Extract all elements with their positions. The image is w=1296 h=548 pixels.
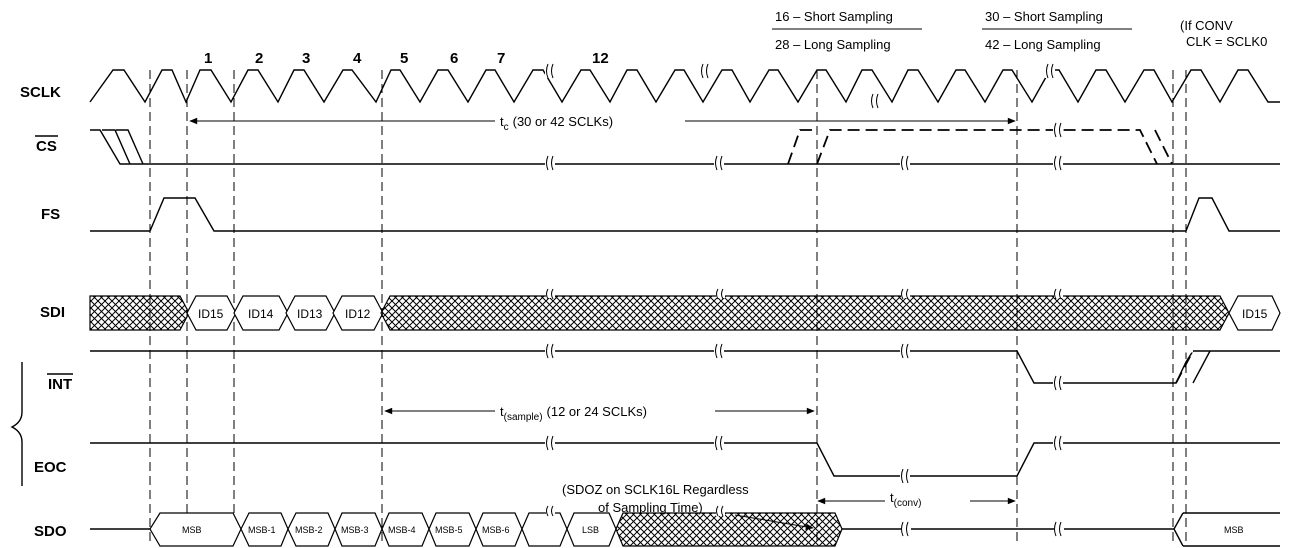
eoc-waveform: [90, 442, 1280, 477]
sdi-word: ID13: [297, 307, 323, 321]
clock-number: 2: [255, 50, 263, 67]
clock-number: 6: [450, 50, 458, 67]
sdo-label: SDO: [34, 523, 67, 540]
sdoz-note-line1: (SDOZ on SCLK16L Regardless: [562, 482, 749, 497]
clock-number: 12: [592, 50, 609, 67]
long-sampling-28-label: 28 – Long Sampling: [775, 37, 891, 52]
long-sampling-42-label: 42 – Long Sampling: [985, 37, 1101, 52]
sdi-word: ID12: [345, 307, 371, 321]
sdo-word: LSB: [582, 525, 599, 535]
sdo-word: MSB-3: [341, 525, 369, 535]
eoc-label: EOC: [34, 459, 67, 476]
tsample-label-bg: [495, 398, 715, 422]
sdi-label: SDI: [40, 304, 65, 321]
cs-setup-alternates: [102, 129, 144, 165]
sdi-bus: [89, 288, 1281, 331]
sdi-word: ID15: [198, 307, 224, 321]
sdo-bus: [90, 505, 1280, 547]
sclk-breaks: [545, 63, 1055, 109]
int-rise-edge: [1192, 350, 1211, 384]
tconv-label: t(conv): [890, 490, 921, 509]
clock-number: 5: [400, 50, 408, 67]
sdo-word: MSB-4: [388, 525, 416, 535]
tconv-label-bg: [885, 488, 970, 512]
tc-label: tc (30 or 42 SCLKs): [500, 114, 613, 133]
tc-label-bg: [495, 110, 685, 130]
int-label: INT: [48, 376, 72, 393]
sdo-word: MSB: [182, 525, 202, 535]
sdo-word: MSB-1: [248, 525, 276, 535]
sdo-word: MSB-2: [295, 525, 323, 535]
conv-clk-label: CLK = SCLK0: [1186, 34, 1267, 49]
reference-lines: [149, 70, 1187, 545]
clock-number: 7: [497, 50, 505, 67]
fs-label: FS: [41, 206, 60, 223]
if-conv-label: (If CONV: [1180, 18, 1233, 33]
int-breaks: [545, 343, 1063, 391]
clock-number: 4: [353, 50, 362, 67]
clock-number: 1: [204, 50, 212, 67]
int-dashed-edge: [1175, 350, 1194, 384]
short-sampling-30-label: 30 – Short Sampling: [985, 9, 1103, 24]
short-sampling-16-label: 16 – Short Sampling: [775, 9, 893, 24]
cs-label: CS: [36, 138, 57, 155]
int-eoc-brace: [10, 362, 23, 486]
cs-dashed-high: [787, 129, 1173, 165]
sdo-word: MSB-5: [435, 525, 463, 535]
tsample-label: t(sample) (12 or 24 SCLKs): [500, 404, 647, 423]
cs-breaks: [545, 122, 1063, 171]
sclk-label: SCLK: [20, 84, 61, 101]
sdoz-note-line2: of Sampling Time): [598, 500, 703, 515]
sdo-word: MSB-6: [482, 525, 510, 535]
fs-waveform: [90, 197, 1280, 232]
sdi-word: ID14: [248, 307, 274, 321]
eoc-breaks: [545, 435, 1063, 484]
int-waveform: [90, 350, 1280, 384]
sdi-word: ID15: [1242, 307, 1268, 321]
clock-number: 3: [302, 50, 310, 67]
cs-waveform: [90, 129, 1280, 165]
sclk-waveform: [89, 69, 1280, 104]
sdo-word: MSB: [1224, 525, 1244, 535]
